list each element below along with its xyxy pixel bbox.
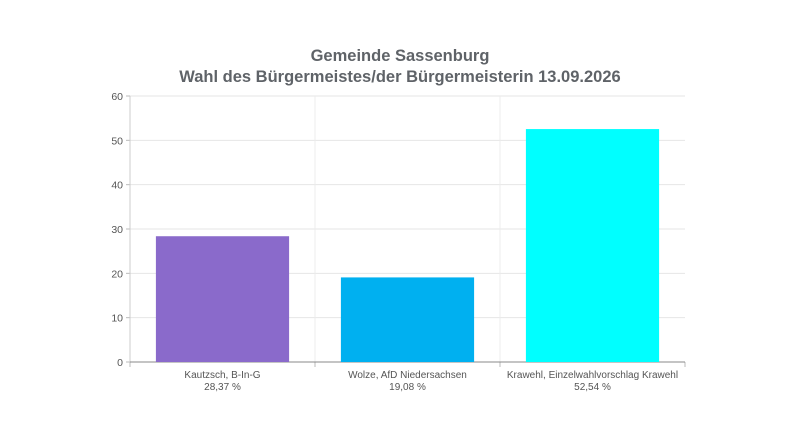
y-tick-label: 0 (117, 357, 123, 369)
value-label: 52,54 % (574, 382, 611, 393)
chart-title: Gemeinde Sassenburg Wahl des Bürgermeist… (0, 46, 800, 88)
value-label: 28,37 % (204, 382, 241, 393)
bar-2 (340, 277, 475, 362)
chart-title-line-2: Wahl des Bürgermeistes/der Bürgermeister… (179, 68, 621, 86)
bar-1 (155, 236, 290, 362)
chart-title-line-1: Gemeinde Sassenburg (310, 47, 490, 65)
y-tick-label: 10 (111, 313, 123, 325)
value-label: 19,08 % (389, 382, 426, 393)
y-tick-label: 30 (111, 224, 123, 236)
y-tick-label: 40 (111, 180, 123, 192)
category-label: Krawehl, Einzelwahlvorschlag Krawehl (507, 370, 678, 381)
category-label: Wolze, AfD Niedersachsen (348, 370, 467, 381)
y-tick-label: 60 (111, 91, 123, 103)
category-label: Kautzsch, B-In-G (184, 370, 260, 381)
bar-3 (525, 129, 660, 362)
y-tick-label: 20 (111, 268, 123, 280)
y-tick-label: 50 (111, 135, 123, 147)
